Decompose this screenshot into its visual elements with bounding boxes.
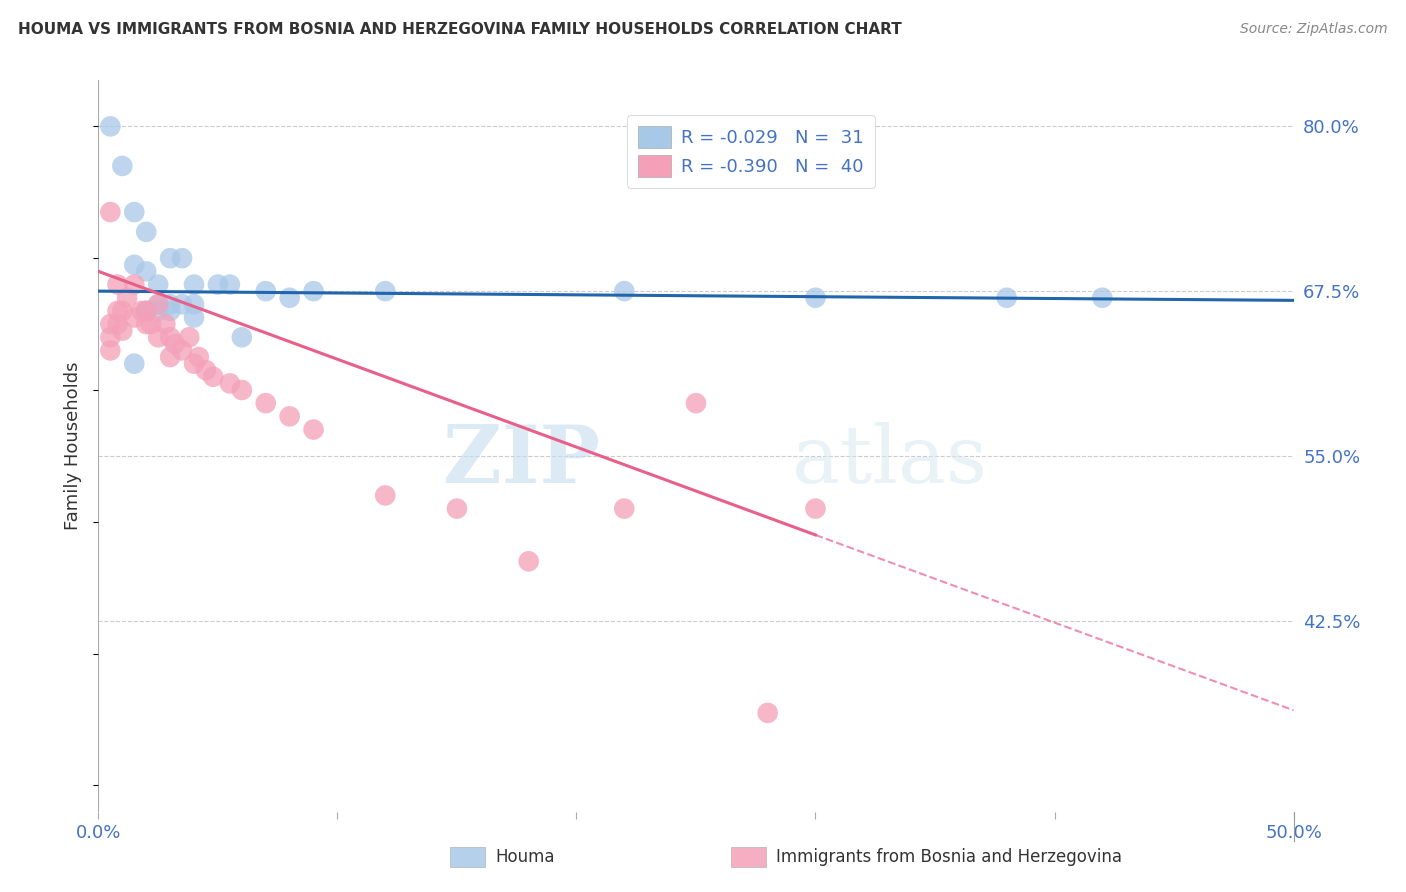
Point xyxy=(155,317,177,331)
Point xyxy=(135,225,157,239)
Point xyxy=(179,330,201,344)
Point xyxy=(148,297,170,311)
Point xyxy=(148,297,170,311)
Point xyxy=(98,343,122,358)
Point xyxy=(131,304,153,318)
Point xyxy=(107,317,129,331)
Text: atlas: atlas xyxy=(792,422,987,500)
Point xyxy=(183,357,205,371)
Point xyxy=(172,297,194,311)
Point xyxy=(107,304,129,318)
Text: Source: ZipAtlas.com: Source: ZipAtlas.com xyxy=(1240,22,1388,37)
Point xyxy=(517,554,540,568)
Point xyxy=(135,304,157,318)
Point xyxy=(278,291,301,305)
Point xyxy=(111,324,134,338)
Point xyxy=(159,350,181,364)
Text: HOUMA VS IMMIGRANTS FROM BOSNIA AND HERZEGOVINA FAMILY HOUSEHOLDS CORRELATION CH: HOUMA VS IMMIGRANTS FROM BOSNIA AND HERZ… xyxy=(18,22,903,37)
Point xyxy=(804,501,827,516)
Point xyxy=(194,363,218,377)
Point xyxy=(111,159,134,173)
Point xyxy=(613,284,636,298)
Point xyxy=(139,317,162,331)
Point xyxy=(111,304,134,318)
Point xyxy=(98,205,122,219)
Point xyxy=(135,304,157,318)
Point xyxy=(183,310,205,325)
Point xyxy=(183,297,205,311)
Point xyxy=(135,304,157,318)
Point xyxy=(1091,291,1114,305)
Point xyxy=(219,376,242,391)
Point xyxy=(685,396,707,410)
Point xyxy=(124,258,146,272)
Point xyxy=(163,336,186,351)
Point xyxy=(124,310,146,325)
Point xyxy=(995,291,1018,305)
Point xyxy=(756,706,779,720)
Point xyxy=(124,357,146,371)
Point xyxy=(115,291,138,305)
Point xyxy=(302,284,325,298)
Point xyxy=(159,297,181,311)
Point xyxy=(148,330,170,344)
Point xyxy=(159,251,181,265)
Point xyxy=(107,277,129,292)
Point xyxy=(302,423,325,437)
Point xyxy=(172,343,194,358)
Point xyxy=(202,369,225,384)
Text: Houma: Houma xyxy=(495,848,554,866)
Point xyxy=(254,396,277,410)
Point xyxy=(135,317,157,331)
Point xyxy=(172,251,194,265)
Point xyxy=(148,304,170,318)
Point xyxy=(219,277,242,292)
Point xyxy=(374,284,396,298)
Y-axis label: Family Households: Family Households xyxy=(65,362,83,530)
Point xyxy=(124,277,146,292)
Point xyxy=(231,383,253,397)
Point xyxy=(374,488,396,502)
Point xyxy=(124,205,146,219)
Point xyxy=(98,120,122,134)
Point xyxy=(98,317,122,331)
Point xyxy=(207,277,229,292)
Point xyxy=(148,277,170,292)
Point xyxy=(278,409,301,424)
Point xyxy=(183,277,205,292)
Point xyxy=(231,330,253,344)
Point xyxy=(254,284,277,298)
Point xyxy=(804,291,827,305)
Text: Immigrants from Bosnia and Herzegovina: Immigrants from Bosnia and Herzegovina xyxy=(776,848,1122,866)
Point xyxy=(135,264,157,278)
Point xyxy=(187,350,209,364)
Text: ZIP: ZIP xyxy=(443,422,600,500)
Point xyxy=(446,501,468,516)
Point xyxy=(159,330,181,344)
Legend: R = -0.029   N =  31, R = -0.390   N =  40: R = -0.029 N = 31, R = -0.390 N = 40 xyxy=(627,115,875,188)
Point xyxy=(98,330,122,344)
Point xyxy=(613,501,636,516)
Point xyxy=(159,304,181,318)
